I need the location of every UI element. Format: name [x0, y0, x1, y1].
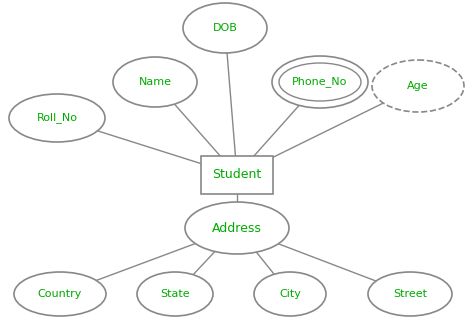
Text: State: State [160, 289, 190, 299]
Ellipse shape [254, 272, 326, 316]
Text: Country: Country [38, 289, 82, 299]
Ellipse shape [183, 3, 267, 53]
Ellipse shape [372, 60, 464, 112]
Ellipse shape [113, 57, 197, 107]
Text: Roll_No: Roll_No [36, 113, 78, 124]
Ellipse shape [137, 272, 213, 316]
Text: City: City [279, 289, 301, 299]
Text: Student: Student [212, 169, 262, 181]
Ellipse shape [185, 202, 289, 254]
Text: Street: Street [393, 289, 427, 299]
Ellipse shape [9, 94, 105, 142]
Text: DOB: DOB [212, 23, 237, 33]
Text: Phone_No: Phone_No [292, 76, 348, 87]
Ellipse shape [272, 56, 368, 108]
Ellipse shape [279, 63, 361, 101]
Text: Address: Address [212, 221, 262, 235]
Text: Age: Age [407, 81, 429, 91]
Ellipse shape [14, 272, 106, 316]
FancyBboxPatch shape [201, 156, 273, 194]
Ellipse shape [368, 272, 452, 316]
Text: Name: Name [138, 77, 172, 87]
